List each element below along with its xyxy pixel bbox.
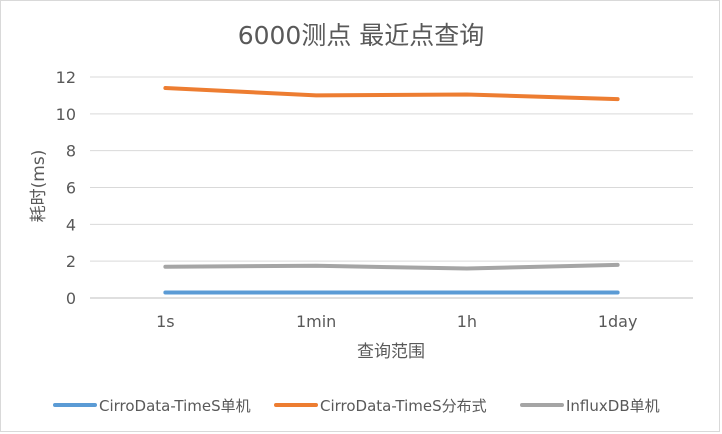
x-axis-ticks: 1s 1min 1h 1day <box>156 312 637 331</box>
y-axis-label: 耗时(ms) <box>29 150 49 223</box>
legend-label: CirroData-TimeS单机 <box>99 397 251 415</box>
y-tick-label: 0 <box>66 289 76 308</box>
y-tick-label: 10 <box>56 105 76 124</box>
y-tick-label: 8 <box>66 142 76 161</box>
legend-item: InfluxDB单机 <box>520 397 660 415</box>
legend: CirroData-TimeS单机 CirroData-TimeS分布式 Influ… <box>53 397 660 415</box>
series-lines <box>163 86 620 295</box>
series-line <box>163 86 620 102</box>
x-tick-label: 1min <box>296 312 336 331</box>
series-line <box>163 262 620 271</box>
x-tick-label: 1s <box>156 312 175 331</box>
chart-title: 6000测点 最近点查询 <box>238 21 485 50</box>
x-tick-label: 1day <box>598 312 638 331</box>
legend-label: InfluxDB单机 <box>566 397 660 415</box>
x-axis-label: 查询范围 <box>357 342 425 362</box>
y-axis-ticks: 0 2 4 6 8 10 12 <box>56 68 76 308</box>
legend-label: CirroData-TimeS分布式 <box>320 397 487 415</box>
x-tick-label: 1h <box>457 312 477 331</box>
y-tick-label: 12 <box>56 68 76 87</box>
y-tick-label: 6 <box>66 179 76 198</box>
gridlines <box>90 76 693 299</box>
y-tick-label: 2 <box>66 252 76 271</box>
y-tick-label: 4 <box>66 215 76 234</box>
legend-item: CirroData-TimeS单机 <box>53 397 251 415</box>
legend-item: CirroData-TimeS分布式 <box>274 397 487 415</box>
